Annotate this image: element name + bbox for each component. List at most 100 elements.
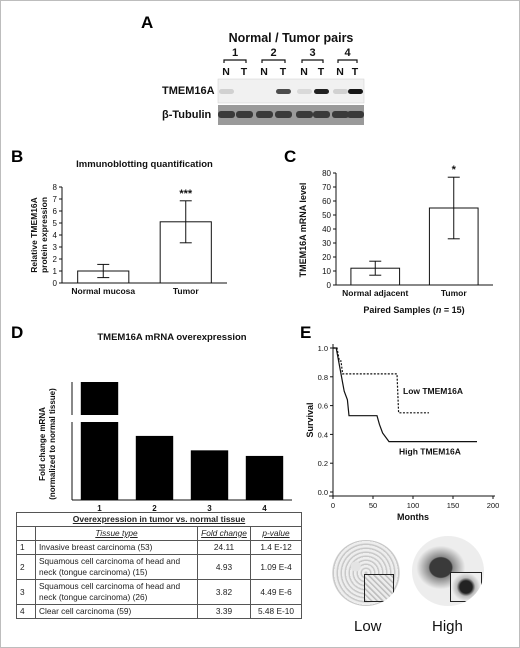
chart-title: Immunoblotting quantification	[76, 159, 213, 170]
tubulin-band	[313, 111, 330, 118]
x-axis-label: Months	[397, 512, 429, 522]
lane-label: T	[280, 66, 287, 78]
x-tick-label: 50	[369, 501, 377, 510]
panel-label-d: D	[11, 323, 24, 342]
panel-label-b: B	[11, 147, 24, 166]
x-tick-label: 2	[152, 504, 157, 512]
table-row: 1 Invasive breast carcinoma (53) 24.11 1…	[16, 540, 302, 555]
bar-upper-segment	[80, 382, 119, 415]
table-cell-fold: 3.82	[197, 579, 251, 605]
y-tick-label: 60	[322, 197, 331, 206]
table-cell-pvalue: 4.49 E-6	[250, 579, 302, 605]
y-tick-label: 50	[322, 211, 331, 220]
chart-c-mrna-level: 0 10 20 30 40 50 60 70 80 Normal adjacent Tumor * TM…	[298, 164, 493, 315]
pair-bracket	[223, 59, 247, 63]
y-axis-label-line2: protein expression	[39, 197, 49, 273]
pair-label: 2	[270, 47, 276, 59]
x-tick-label: 4	[262, 504, 267, 512]
pair-bracket	[301, 59, 324, 63]
pair-label: 3	[309, 47, 315, 59]
x-tick-label: 1	[97, 504, 102, 512]
row-label-tubulin: β-Tubulin	[162, 109, 212, 121]
lane-label: N	[336, 66, 344, 78]
bar	[190, 450, 229, 500]
ihc-low-label: Low	[354, 618, 382, 635]
y-tick-label: 30	[322, 239, 331, 248]
tubulin-band	[332, 111, 349, 118]
table-cell-tissue: Invasive breast carcinoma (53)	[35, 540, 198, 555]
high-tmem16a-curve	[333, 347, 477, 443]
significance-marker: ***	[179, 188, 193, 200]
overexpression-table: Overexpression in tumor vs. normal tissu…	[16, 512, 302, 619]
bar	[135, 435, 174, 500]
ihc-high-image	[412, 536, 484, 606]
pair-bracket	[337, 59, 358, 63]
y-tick-label: 0	[53, 279, 58, 288]
y-tick-label: 8	[53, 183, 58, 192]
table-cell-fold: 4.93	[197, 554, 251, 580]
table-cell-index: 1	[16, 540, 36, 555]
low-tmem16a-curve	[333, 347, 429, 414]
tubulin-band	[275, 111, 292, 118]
panel-label-a: A	[141, 13, 154, 32]
y-tick-label: 10	[322, 267, 331, 276]
y-tick-label: 0.6	[318, 402, 328, 411]
x-tick-label: 200	[487, 501, 500, 510]
table-row: 3 Squamous cell carcinoma of head and ne…	[16, 579, 302, 605]
row-label-tmem16a: TMEM16A	[162, 85, 215, 97]
y-axis-label: Survival	[305, 402, 315, 437]
lane-label: N	[300, 66, 308, 78]
table-row: 2 Squamous cell carcinoma of head and ne…	[16, 554, 302, 580]
y-tick-label: 3	[53, 243, 58, 252]
x-tick-label: 0	[331, 501, 335, 510]
x-tick-label: Tumor	[173, 286, 200, 296]
pair-label: 1	[232, 47, 238, 59]
y-axis-label-line1: Fold change mRNA	[38, 407, 47, 481]
lane-label: T	[318, 66, 325, 78]
table-header-tissue: Tissue type	[35, 526, 198, 541]
y-tick-label: 1.0	[318, 344, 328, 353]
y-tick-label: 6	[53, 207, 58, 216]
lane-label: N	[222, 66, 230, 78]
y-tick-label: 70	[322, 183, 331, 192]
significance-marker: *	[452, 164, 457, 176]
tubulin-band	[347, 111, 364, 118]
table-cell-index: 4	[16, 604, 36, 619]
table-cell-pvalue: 1.4 E-12	[250, 540, 302, 555]
lane-label: N	[260, 66, 268, 78]
x-tick-label: 150	[447, 501, 460, 510]
y-tick-label: 1	[53, 267, 58, 276]
table-cell-fold: 24.11	[197, 540, 251, 555]
legend-low: Low TMEM16A	[403, 386, 463, 396]
x-tick-label: 3	[207, 504, 212, 512]
y-axis-label: TMEM16A mRNA level	[298, 183, 308, 278]
panel-label-e: E	[300, 323, 312, 342]
x-tick-label: Normal mucosa	[71, 286, 135, 296]
table-cell-pvalue: 1.09 E-4	[250, 554, 302, 580]
chart-e-survival: 0.0 0.2 0.4 0.6 0.8 1.0 0 50 100 150 200 Months Surv…	[305, 344, 500, 522]
table-cell-tissue: Clear cell carcinoma (59)	[35, 604, 198, 619]
lane-label: T	[352, 66, 359, 78]
y-tick-label: 20	[322, 253, 331, 262]
tubulin-band	[296, 111, 313, 118]
y-axis-label-line1: Relative TMEM16A	[29, 197, 39, 273]
y-tick-label: 40	[322, 225, 331, 234]
chart-b-immunoblot: Immunoblotting quantification 0 1 2 3 4 5 6 7 8 No…	[29, 159, 227, 296]
table-caption: Overexpression in tumor vs. normal tissu…	[16, 512, 302, 527]
tmem16a-band	[276, 89, 291, 94]
lane-label: T	[241, 66, 248, 78]
table-header-index	[16, 526, 36, 541]
tmem16a-band	[333, 89, 348, 94]
y-tick-label: 0	[327, 281, 332, 290]
y-tick-label: 0.8	[318, 373, 328, 382]
x-tick-label: Tumor	[441, 288, 468, 298]
x-axis-label: Paired Samples (n = 15)	[363, 305, 464, 315]
ihc-low-image	[332, 540, 400, 606]
table-row: 4 Clear cell carcinoma (59) 3.39 5.48 E-…	[16, 604, 302, 619]
table-cell-fold: 3.39	[197, 604, 251, 619]
tubulin-band	[218, 111, 235, 118]
table-cell-tissue: Squamous cell carcinoma of head and neck…	[35, 579, 198, 605]
panel-label-c: C	[284, 147, 297, 166]
pair-label: 4	[344, 47, 351, 59]
